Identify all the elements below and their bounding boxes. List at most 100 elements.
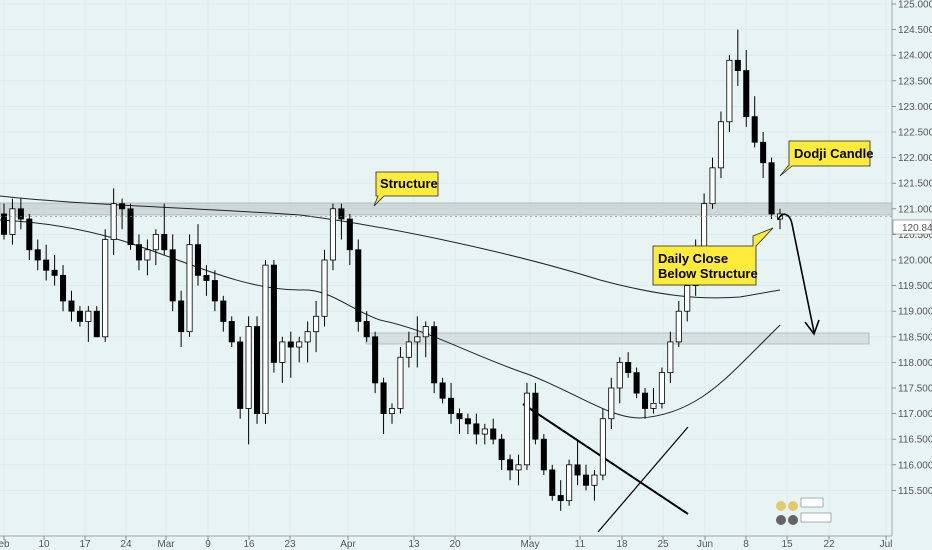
candle	[498, 434, 505, 470]
bear-candle-body	[68, 300, 75, 312]
bull-candle-body	[405, 341, 412, 358]
bear-candle-body	[751, 116, 758, 143]
moving-average-mid	[0, 219, 781, 419]
bear-candle-body	[346, 218, 353, 251]
price-tick-label: 115.500	[898, 486, 932, 497]
candle	[363, 311, 370, 342]
candle	[574, 439, 581, 486]
candle	[523, 382, 530, 470]
candle	[321, 249, 328, 327]
bear-candle-body	[51, 269, 58, 276]
candle	[220, 295, 227, 332]
candle	[372, 331, 379, 394]
structure-zone	[0, 202, 893, 216]
bear-candle-body	[60, 274, 67, 302]
price-tick-label: 118.000	[898, 358, 932, 369]
bear-candle-body	[743, 70, 750, 118]
price-tick-label: 119.000	[898, 307, 932, 318]
time-tick-label: 23	[284, 539, 296, 550]
candle	[582, 464, 590, 491]
time-tick-label: Jul	[880, 539, 893, 550]
bear-candle-body	[135, 244, 142, 261]
bear-candle-body	[228, 321, 235, 343]
candle	[85, 306, 92, 342]
candle	[456, 408, 463, 435]
bear-candle-body	[633, 372, 640, 394]
bull-candle-body	[152, 233, 159, 251]
candle	[650, 388, 657, 414]
candle	[599, 408, 606, 481]
time-tick-label: 13	[408, 539, 420, 550]
daily-close-line2: Below Structure	[658, 266, 758, 281]
bear-candle-body	[380, 382, 387, 415]
candle	[17, 198, 24, 230]
bear-candle-body	[625, 361, 632, 374]
candle	[633, 367, 640, 399]
price-tick-label: 124.000	[898, 51, 932, 62]
candle	[473, 413, 480, 445]
bull-candle-body	[144, 249, 151, 261]
candle	[768, 157, 775, 220]
bull-candle-body	[608, 387, 615, 420]
candle	[178, 290, 185, 348]
bear-candle-body	[270, 264, 277, 363]
candle	[68, 290, 75, 322]
candle	[186, 234, 193, 337]
bear-candle-body	[574, 464, 581, 476]
candle	[127, 203, 134, 250]
bear-candle-body	[498, 438, 505, 461]
price-axis-panel	[892, 0, 932, 550]
candle	[254, 316, 261, 424]
price-tick-label: 117.000	[898, 409, 932, 420]
candle	[279, 336, 286, 383]
structure-callout-text: Structure	[380, 176, 438, 191]
bear-candle-body	[760, 141, 767, 164]
bear-candle-body	[768, 162, 775, 215]
bull-candle-body	[675, 310, 682, 343]
price-tick-label: 119.500	[898, 281, 932, 292]
candle	[304, 321, 311, 363]
bull-candle-body	[591, 474, 598, 486]
price-tick-label: 118.500	[898, 332, 932, 343]
candle	[169, 234, 176, 312]
candles	[0, 29, 892, 511]
bear-candle-body	[490, 428, 497, 440]
bull-candle-body	[9, 208, 16, 235]
bear-candle-body	[194, 244, 202, 276]
bull-candle-body	[667, 341, 674, 374]
time-tick-label: 16	[243, 539, 255, 550]
candle	[616, 357, 623, 404]
bear-candle-body	[169, 249, 176, 302]
bear-candle-body	[431, 326, 438, 384]
candle	[194, 224, 202, 286]
bull-candle-body	[110, 203, 117, 240]
candle	[566, 459, 573, 506]
candle	[557, 480, 564, 511]
candle	[397, 347, 404, 414]
bear-candle-body	[0, 213, 8, 235]
candle	[34, 239, 41, 271]
bear-candle-body	[532, 392, 539, 440]
bear-candle-body	[448, 397, 455, 414]
bear-candle-body	[642, 392, 649, 409]
candle	[144, 239, 151, 276]
candle	[726, 55, 733, 132]
candle	[658, 367, 665, 409]
candle	[211, 270, 218, 312]
bull-candle-body	[186, 244, 193, 333]
candle	[296, 336, 303, 363]
price-tick-label: 124.500	[898, 25, 932, 36]
time-axis-ticks: eb 10 17 24 Mar 9 16 23 Apr 13 20 May 11 18 25 Jun 8 15 22…	[0, 536, 892, 550]
time-tick-label: eb	[0, 539, 10, 550]
candle	[675, 300, 682, 348]
bull-candle-body	[279, 341, 286, 363]
price-tick-label: 125.000	[898, 0, 932, 11]
candle	[60, 265, 67, 312]
bull-candle-body	[709, 167, 716, 205]
bear-candle-body	[76, 310, 83, 322]
price-tick-label: 120.000	[898, 256, 932, 267]
price-tick-label: 122.500	[898, 128, 932, 139]
bull-candle-body	[296, 341, 303, 348]
moving-average-slow	[0, 195, 781, 299]
candle	[743, 50, 750, 127]
